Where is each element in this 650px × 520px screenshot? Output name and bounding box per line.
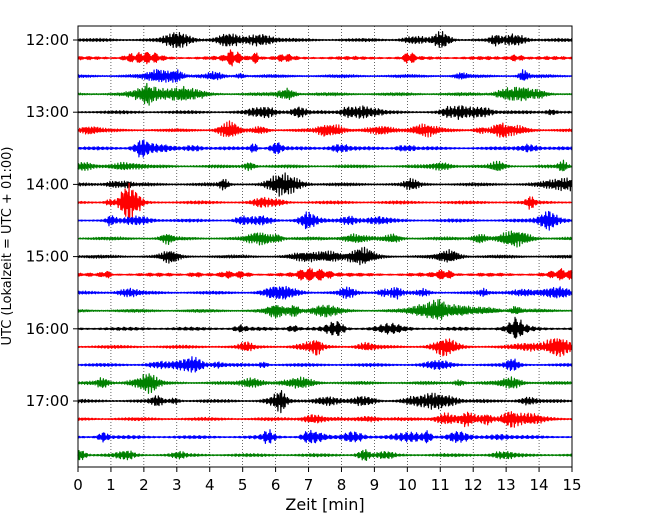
- seismic-trace: [77, 159, 573, 172]
- seismic-trace: [77, 105, 573, 121]
- x-tick-label: 2: [139, 476, 149, 494]
- seismic-trace: [77, 139, 573, 158]
- y-axis-ticks: 12:00 13:00 14:00 15:00 16:00 17:00: [26, 31, 78, 410]
- seismic-trace: [77, 49, 573, 67]
- seismic-trace: [77, 356, 573, 373]
- x-tick-label: 12: [464, 476, 483, 494]
- seismic-trace: [77, 120, 573, 138]
- seismic-traces: [77, 30, 573, 462]
- y-tick-label: 14:00: [26, 175, 69, 193]
- seismic-trace: [77, 285, 573, 300]
- seismic-trace: [77, 68, 573, 83]
- plot-frame: [77, 25, 573, 468]
- y-tick-label: 13:00: [26, 103, 69, 121]
- x-tick-label: 5: [238, 476, 248, 494]
- x-tick-label: 9: [370, 476, 380, 494]
- y-tick-label: 15:00: [26, 248, 69, 266]
- seismic-trace: [77, 172, 573, 197]
- x-tick-label: 13: [497, 476, 516, 494]
- seismic-trace: [77, 182, 573, 219]
- seismic-trace: [77, 82, 573, 106]
- seismic-trace: [77, 30, 573, 49]
- seismic-trace: [77, 230, 573, 248]
- y-tick-label: 17:00: [26, 392, 69, 410]
- x-tick-label: 3: [172, 476, 182, 494]
- seismic-trace: [77, 373, 573, 394]
- seismic-trace: [77, 316, 573, 339]
- x-tick-label: 1: [106, 476, 116, 494]
- y-tick-label: 12:00: [26, 31, 69, 49]
- seismic-trace: [77, 411, 573, 428]
- seismic-trace: [77, 338, 573, 358]
- y-axis-label: UTC (Lokalzeit = UTC + 01:00): [0, 147, 15, 346]
- x-tick-label: 4: [205, 476, 215, 494]
- x-tick-label: 11: [431, 476, 450, 494]
- seismic-trace: [77, 449, 573, 462]
- y-tick-label: 16:00: [26, 320, 69, 338]
- seismic-trace: [77, 267, 573, 281]
- seismic-trace: [77, 210, 573, 231]
- x-tick-label: 7: [304, 476, 314, 494]
- x-tick-label: 10: [398, 476, 417, 494]
- x-tick-label: 8: [337, 476, 347, 494]
- x-tick-label: 0: [73, 476, 83, 494]
- x-axis-label: Zeit [min]: [285, 495, 364, 514]
- seismic-trace: [77, 429, 573, 445]
- x-tick-label: 15: [562, 476, 581, 494]
- seismic-trace: [77, 299, 573, 320]
- x-axis-ticks: 0 1 2 3 4 5 6 7 8 9 10 11 12 13 14 15: [73, 467, 582, 494]
- x-tick-label: 6: [271, 476, 281, 494]
- seismic-trace: [77, 246, 573, 266]
- seismic-trace: [77, 390, 573, 414]
- x-tick-label: 14: [530, 476, 549, 494]
